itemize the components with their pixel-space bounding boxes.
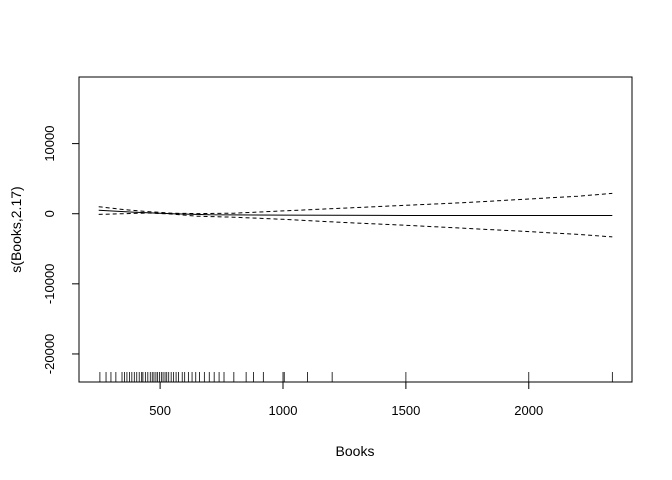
y-axis: -20000 -10000 0 10000 xyxy=(42,126,80,374)
x-tick-label: 2000 xyxy=(514,403,543,418)
x-axis-title: Books xyxy=(336,443,375,459)
y-axis-title: s(Books,2.17) xyxy=(8,186,24,272)
x-axis: 500 1000 1500 2000 xyxy=(149,381,543,418)
y-tick-label: 10000 xyxy=(42,126,57,162)
x-tick-label: 1500 xyxy=(391,403,420,418)
confidence-band-line-2 xyxy=(98,212,613,238)
x-tick-label: 500 xyxy=(149,403,171,418)
y-tick-label: 0 xyxy=(42,210,57,217)
smooth-estimate-line xyxy=(98,209,613,216)
y-tick-label: -10000 xyxy=(42,264,57,304)
confidence-band-line-1 xyxy=(98,192,613,215)
rug-marks xyxy=(99,372,613,382)
x-tick-label: 1000 xyxy=(269,403,298,418)
plot-lines xyxy=(98,192,613,238)
y-tick-label: -20000 xyxy=(42,334,57,374)
plot-frame xyxy=(78,76,633,383)
